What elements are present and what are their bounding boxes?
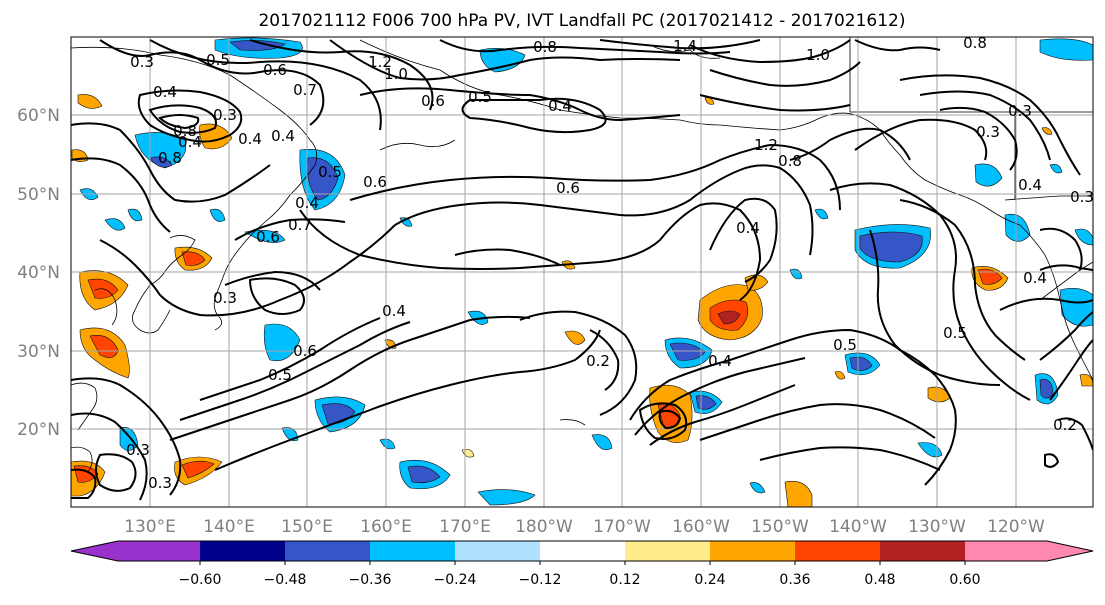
contour-label: 0.4 — [1018, 176, 1042, 194]
colorbar-tick-label: 0.48 — [864, 572, 895, 588]
contour-label: 0.5 — [318, 163, 342, 181]
colorbar-segment — [965, 541, 1093, 561]
colorbar-tick-label: 0.60 — [949, 572, 980, 588]
contour-label: 0.5 — [468, 88, 492, 106]
lon-label: 140°W — [829, 517, 887, 537]
colorbar-segment — [625, 541, 710, 561]
contour-label: 0.5 — [206, 51, 230, 69]
lon-label: 150°W — [751, 517, 809, 537]
contour-label: 0.3 — [976, 123, 1000, 141]
colorbar-segment — [710, 541, 795, 561]
map-panel: 0.3 0.5 0.6 0.4 1.2 1.0 0.8 1.4 0.7 0.8 … — [71, 34, 1094, 507]
lat-label: 50°N — [17, 185, 60, 205]
colorbar-tick-label: −0.12 — [519, 572, 562, 588]
map-frame — [70, 36, 1094, 508]
lon-label: 160°E — [360, 517, 412, 537]
colorbar-tick-label: 0.12 — [609, 572, 640, 588]
colorbar-segment — [795, 541, 880, 561]
gridlines — [71, 37, 1093, 507]
lon-label: 150°E — [281, 517, 333, 537]
coastlines — [71, 37, 1093, 473]
lon-label: 130°W — [908, 517, 966, 537]
lon-label: 180°W — [515, 517, 573, 537]
lat-label: 40°N — [17, 263, 60, 283]
colorbar-segment — [200, 541, 285, 561]
contour-label: 0.5 — [943, 324, 967, 342]
lat-label: 30°N — [17, 342, 60, 362]
contour-label: 0.3 — [213, 289, 237, 307]
colorbar-ticks — [199, 561, 966, 565]
contour-label: 0.2 — [1053, 416, 1077, 434]
lon-label: 160°W — [672, 517, 730, 537]
contour-label: 0.4 — [708, 352, 732, 370]
contour-label: 1.0 — [384, 65, 408, 83]
colorbar-segment — [71, 541, 200, 561]
contour-label: 0.4 — [382, 302, 406, 320]
colorbar-tick-label: −0.24 — [434, 572, 477, 588]
colorbar: −0.60 −0.48 −0.36 −0.24 −0.12 0.12 0.24 … — [70, 540, 1094, 588]
contour-label: 1.2 — [368, 53, 392, 71]
colorbar-tick-labels: −0.60 −0.48 −0.36 −0.24 −0.12 0.12 0.24 … — [179, 572, 981, 588]
contour-label: 0.4 — [153, 83, 177, 101]
lat-label: 60°N — [17, 106, 60, 126]
contour-label: 0.4 — [295, 194, 319, 212]
lon-label: 120°W — [987, 517, 1045, 537]
contour-label: 0.8 — [963, 34, 987, 52]
contour-lines — [71, 39, 1093, 501]
contour-label: 0.3 — [213, 106, 237, 124]
contour-label: 0.6 — [263, 61, 287, 79]
contour-label: 0.8 — [158, 149, 182, 167]
contour-label: 0.3 — [1008, 102, 1032, 120]
contour-label: 0.4 — [1023, 269, 1047, 287]
contour-label: 0.4 — [736, 219, 760, 237]
contour-label: 0.8 — [533, 38, 557, 56]
contour-label: 0.3 — [148, 474, 172, 492]
contour-label: 0.6 — [363, 173, 387, 191]
contour-label: 0.2 — [586, 352, 610, 370]
contour-label: 0.7 — [293, 81, 317, 99]
colorbar-tick-label: −0.60 — [179, 572, 222, 588]
contour-label: 1.4 — [673, 37, 697, 55]
contour-label: 0.4 — [178, 133, 202, 151]
lon-label: 140°E — [203, 517, 255, 537]
lon-label: 170°W — [593, 517, 651, 537]
contour-label: 0.5 — [833, 336, 857, 354]
colorbar-segment — [880, 541, 965, 561]
lon-axis: 130°E 140°E 150°E 160°E 170°E 180°W 170°… — [124, 517, 1045, 537]
contour-label: 0.4 — [238, 130, 262, 148]
colorbar-segment — [540, 541, 625, 561]
colorbar-tick-label: −0.48 — [264, 572, 307, 588]
contour-label: 0.4 — [271, 127, 295, 145]
colorbar-outline — [70, 540, 1094, 562]
contour-label: 0.6 — [256, 228, 280, 246]
colorbar-segment — [285, 541, 370, 561]
contour-label: 0.8 — [173, 122, 197, 140]
contour-label: 0.4 — [548, 97, 572, 115]
contour-label: 1.2 — [754, 136, 778, 154]
contour-labels: 0.3 0.5 0.6 0.4 1.2 1.0 0.8 1.4 0.7 0.8 … — [126, 34, 1094, 492]
lon-label: 170°E — [439, 517, 491, 537]
pv-positive-shading — [71, 94, 1093, 507]
contour-label: 0.6 — [556, 179, 580, 197]
contour-label: 1.0 — [806, 46, 830, 64]
colorbar-tick-label: −0.36 — [349, 572, 392, 588]
contour-label: 0.6 — [421, 92, 445, 110]
map-title: 2017021112 F006 700 hPa PV, IVT Landfall… — [258, 11, 905, 31]
lat-axis: 60°N 50°N 40°N 30°N 20°N — [17, 106, 60, 440]
lon-label: 130°E — [124, 517, 176, 537]
contour-label: 0.8 — [778, 152, 802, 170]
colorbar-tick-label: 0.24 — [694, 572, 725, 588]
contour-label: 0.3 — [130, 53, 154, 71]
colorbar-segment — [370, 541, 455, 561]
colorbar-segment — [455, 541, 540, 561]
contour-label: 0.3 — [1070, 188, 1094, 206]
contour-label: 0.5 — [268, 366, 292, 384]
contour-label: 0.3 — [126, 441, 150, 459]
colorbar-tick-label: 0.36 — [779, 572, 810, 588]
lat-label: 20°N — [17, 420, 60, 440]
contour-label: 0.6 — [293, 342, 317, 360]
contour-label: 0.7 — [288, 216, 312, 234]
